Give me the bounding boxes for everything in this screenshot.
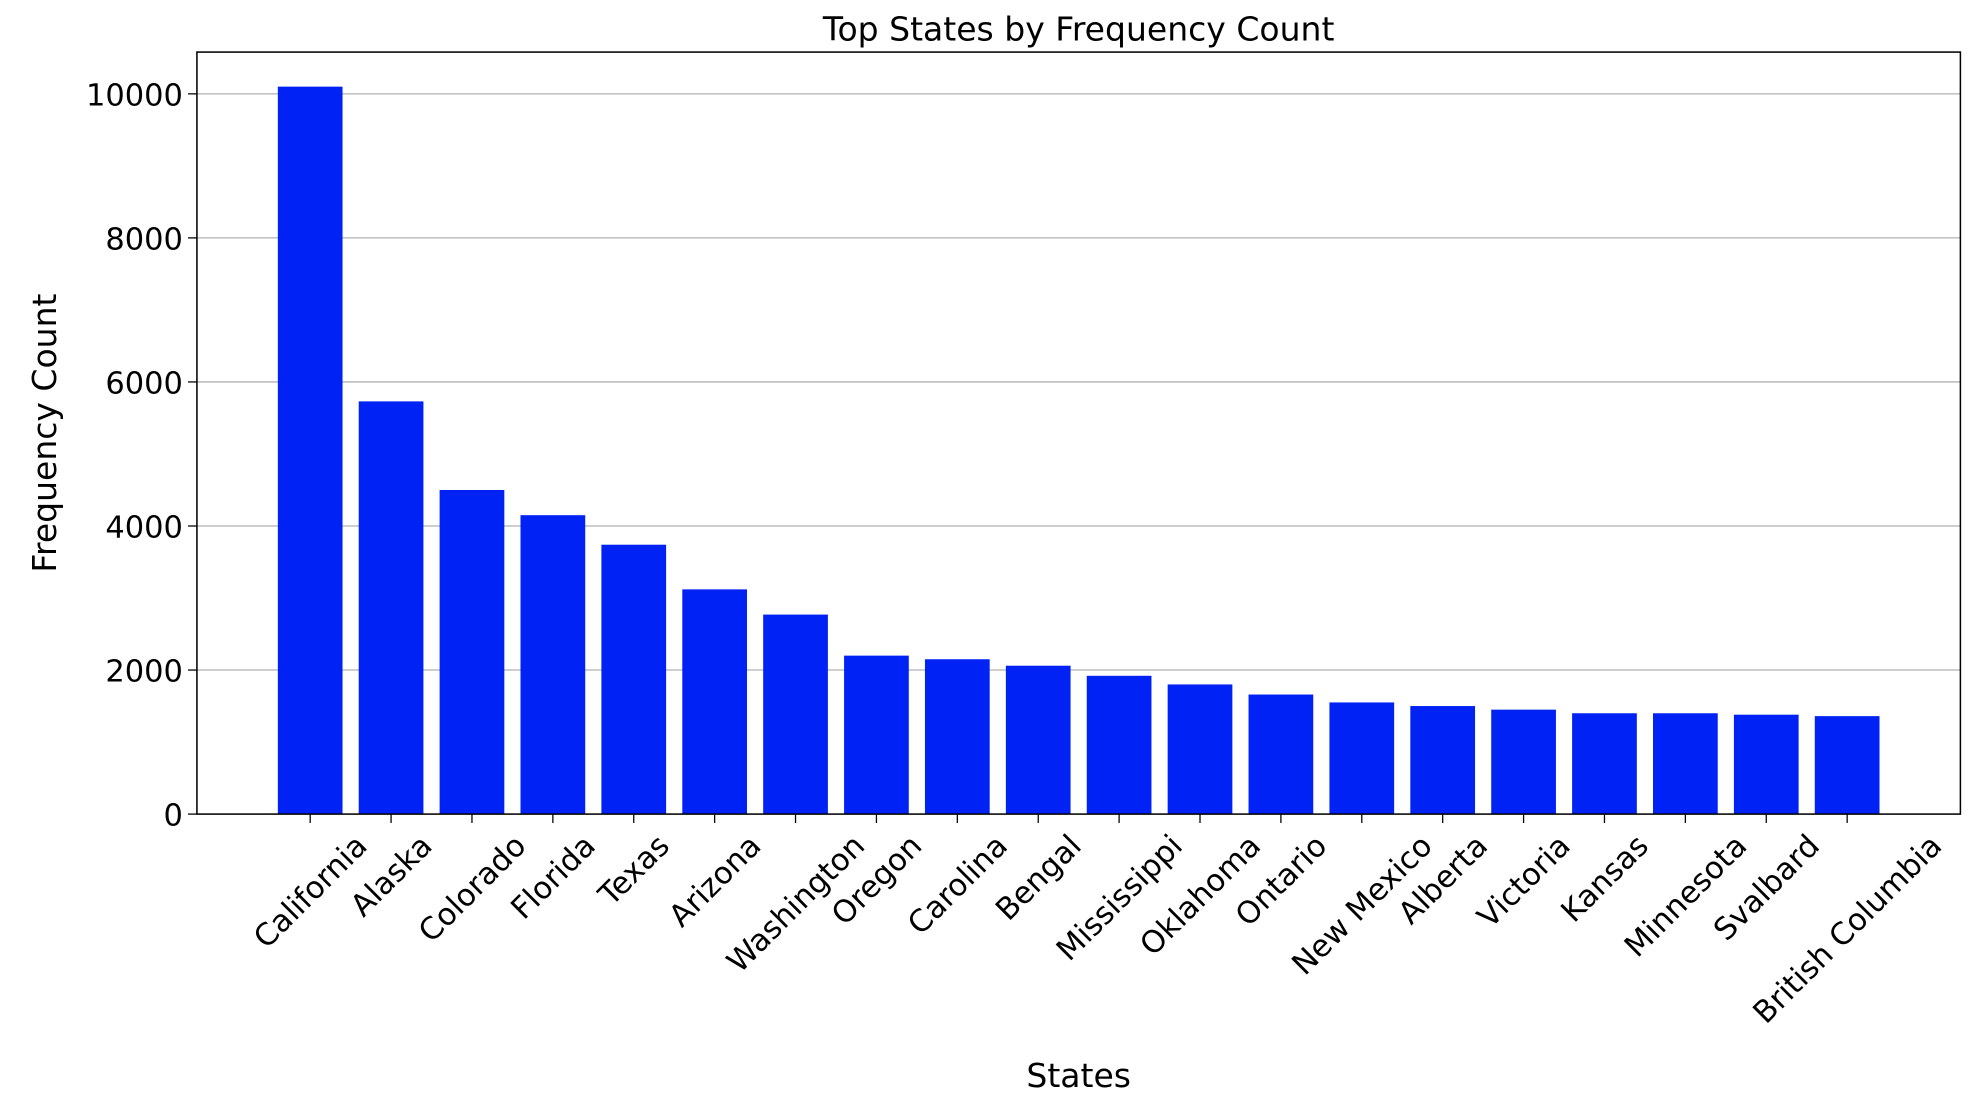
bar (1410, 706, 1476, 815)
x-axis-label: States (1026, 1056, 1131, 1095)
x-tick-label: Kansas (1555, 829, 1656, 930)
bar (1086, 675, 1152, 815)
bar (358, 401, 424, 815)
bar (1329, 702, 1395, 815)
bar (844, 655, 909, 815)
bar (1572, 713, 1637, 815)
x-tick-label: Arizona (663, 829, 769, 935)
plot-frame (196, 51, 1962, 815)
bar (1167, 684, 1233, 815)
bar (1005, 665, 1071, 815)
x-axis: CaliforniaAlaskaColoradoFloridaTexasAriz… (247, 814, 1949, 1031)
bar (763, 614, 828, 815)
bar (439, 489, 505, 815)
bar (277, 86, 343, 815)
bar (520, 515, 586, 815)
bar (924, 659, 990, 815)
y-tick-label: 4000 (105, 510, 183, 545)
chart-title: Top States by Frequency Count (822, 10, 1335, 49)
bar (601, 544, 667, 815)
y-tick-label: 10000 (86, 78, 183, 113)
y-tick-label: 0 (164, 799, 183, 834)
x-tick-label: Texas (592, 829, 677, 914)
bar (1491, 709, 1556, 815)
bar (1248, 694, 1314, 815)
y-tick-label: 6000 (105, 366, 183, 401)
y-tick-label: 8000 (105, 222, 183, 257)
y-axis: 0 2000 4000 6000 8000 10000 (86, 78, 197, 834)
bar (1653, 713, 1718, 815)
y-axis-label: Frequency Count (25, 294, 64, 573)
bars (277, 86, 1880, 815)
x-tick-label: Victoria (1471, 829, 1578, 936)
bar (1733, 714, 1799, 815)
y-tick-label: 2000 (105, 654, 183, 689)
bar (682, 589, 748, 815)
bar (1814, 716, 1880, 815)
